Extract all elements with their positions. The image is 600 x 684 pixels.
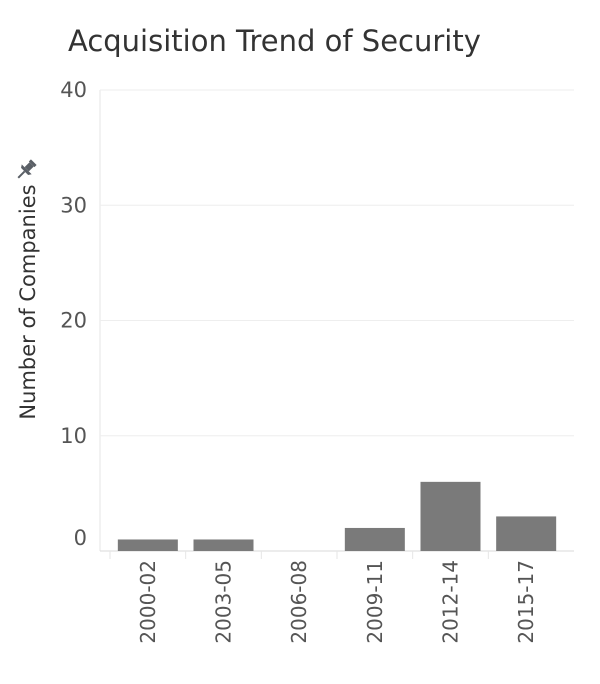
y-tick-label: 20 (60, 309, 87, 333)
bar[interactable] (193, 539, 254, 551)
bar[interactable] (496, 516, 557, 551)
x-tick-label: 2012-14 (439, 560, 463, 644)
y-tick-label: 0 (74, 526, 87, 550)
x-tick-label: 2009-11 (363, 560, 387, 644)
pin-icon[interactable] (12, 156, 40, 184)
bar[interactable] (117, 539, 178, 551)
bar[interactable] (344, 527, 405, 551)
y-tick-labels: 0 10 20 30 40 (60, 78, 87, 550)
x-tick-label: 2003-05 (212, 560, 236, 644)
grid-lines (99, 89, 574, 559)
bars (117, 481, 557, 551)
bar[interactable] (420, 481, 481, 551)
x-tick-label: 2000-02 (136, 560, 160, 644)
x-tick-labels: 2000-02 2003-05 2006-08 2009-11 2012-14 2015-… (136, 560, 538, 644)
y-tick-label: 10 (60, 424, 87, 448)
y-tick-label: 40 (60, 78, 87, 102)
y-tick-label: 30 (60, 193, 87, 217)
x-tick-label: 2015-17 (514, 560, 538, 644)
chart-title: Acquisition Trend of Security (68, 24, 481, 58)
x-tick-label: 2006-08 (287, 560, 311, 644)
